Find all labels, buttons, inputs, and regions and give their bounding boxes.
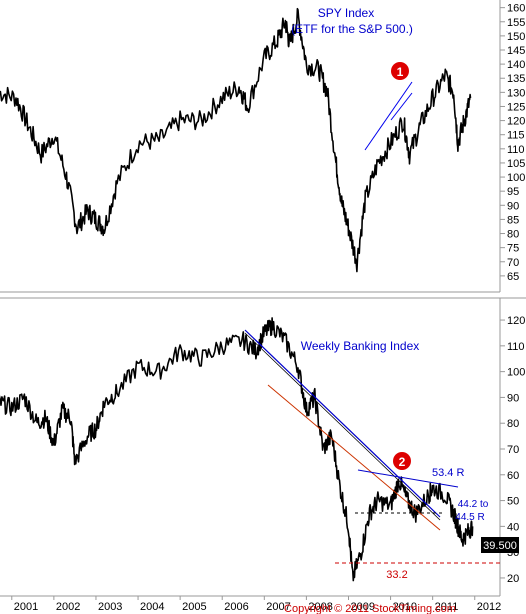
bank-y-tick-100-label: 100	[507, 367, 525, 379]
bank-resistance-line	[357, 469, 459, 488]
bank-y-tick-60-label: 60	[507, 470, 519, 482]
bank-y-tick-120-label: 120	[507, 315, 525, 327]
marker-1-circle	[391, 62, 409, 80]
x-label-2001: 2001	[14, 601, 38, 613]
spy-y-tick-75-label: 75	[507, 243, 519, 255]
bank-y-tick-90-label: 90	[507, 392, 519, 404]
last-value-box	[481, 537, 519, 553]
x-axis: 2001 2002 2003 2004 2005 2006 2007 2008 2009 2010…	[11, 596, 501, 613]
bank-y-tick-80-label: 80	[507, 418, 519, 430]
spy-y-tick-65-label: 65	[507, 271, 519, 283]
annotation-44-2-to: 44.2 to	[458, 499, 489, 510]
x-label-2003: 2003	[98, 601, 122, 613]
spy-y-tick-135-label: 135	[507, 73, 525, 85]
spy-y-tick-130-label: 130	[507, 87, 525, 99]
x-label-2007: 2007	[266, 601, 290, 613]
x-label-2005: 2005	[182, 601, 206, 613]
spy-y-tick-160-label: 160	[507, 3, 525, 15]
x-label-2012: 2012	[477, 601, 501, 613]
spy-y-tick-90-label: 90	[507, 200, 519, 212]
spy-y-tick-145-label: 145	[507, 45, 525, 57]
spy-y-tick-100-label: 100	[507, 172, 525, 184]
marker-1-label: 1	[397, 65, 404, 79]
bank-y-tick-70-label: 70	[507, 444, 519, 456]
x-label-2004: 2004	[140, 601, 164, 613]
spy-y-tick-95-label: 95	[507, 186, 519, 198]
x-label-2006: 2006	[224, 601, 248, 613]
spy-y-tick-120-label: 120	[507, 116, 525, 128]
bank-downtrend-line-orange	[267, 384, 441, 531]
x-label-2008: 2008	[308, 601, 332, 613]
bank-title: Weekly Banking Index	[301, 339, 420, 353]
spy-y-tick-105-label: 105	[507, 158, 525, 170]
x-label-2010: 2010	[393, 601, 417, 613]
spy-y-tick-115-label: 115	[507, 130, 525, 142]
bank-index-line	[0, 317, 474, 582]
annotation-53-4-r: 53.4 R	[432, 467, 464, 479]
annotation-44-5-r: 44.5 R	[455, 512, 484, 523]
spy-y-tick-80-label: 80	[507, 229, 519, 241]
bank-y-tick-20-label: 20	[507, 573, 519, 585]
spy-y-tick-110-label: 110	[507, 144, 525, 156]
bank-y-tick-50-label: 50	[507, 496, 519, 508]
marker-2-circle	[393, 452, 411, 470]
bank-y-tick-110-label: 110	[507, 341, 525, 353]
bank-downtrend-line-blue	[244, 329, 441, 518]
last-value-label: 39.500	[483, 540, 517, 552]
annotation-33-2: 33.2	[386, 569, 407, 581]
spy-y-axis: 65 70 75 80 85 90 95 100 105 110 115 120 125 130 135 14…	[500, 3, 525, 283]
spy-y-tick-150-label: 150	[507, 31, 525, 43]
spy-subtitle: (ETF for the S&P 500.)	[291, 22, 413, 36]
x-label-2011: 2011	[435, 601, 459, 613]
spy-y-tick-70-label: 70	[507, 257, 519, 269]
spy-trend-line	[390, 92, 413, 121]
x-label-2009: 2009	[350, 601, 374, 613]
bank-downtrend-line-black	[244, 332, 441, 521]
x-label-2002: 2002	[56, 601, 80, 613]
spy-title: SPY Index	[318, 6, 374, 20]
spy-y-tick-85-label: 85	[507, 214, 519, 226]
spy-y-tick-125-label: 125	[507, 101, 525, 113]
copyright-text: Copyright © 2011 StockTiming.com	[284, 603, 456, 614]
bank-y-tick-40-label: 40	[507, 521, 519, 533]
marker-2-label: 2	[399, 455, 406, 469]
spy-y-tick-155-label: 155	[507, 17, 525, 29]
spy-trend-line-2	[364, 81, 413, 151]
spy-y-tick-140-label: 140	[507, 59, 525, 71]
spy-price-line	[0, 7, 472, 273]
